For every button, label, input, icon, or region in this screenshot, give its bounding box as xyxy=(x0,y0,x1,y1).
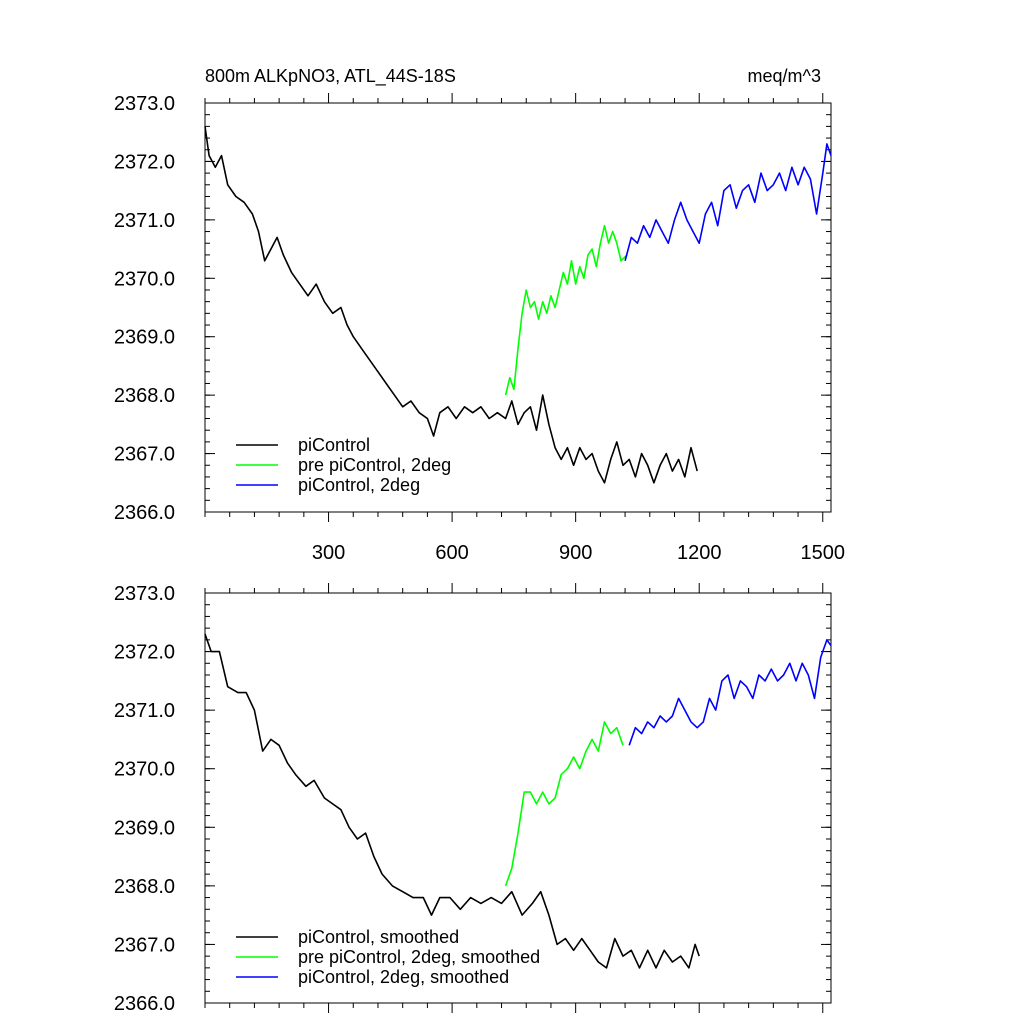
legend-label: piControl, 2deg, smoothed xyxy=(298,967,509,987)
y-tick-label: 2371.0 xyxy=(114,700,175,722)
series-line xyxy=(204,633,700,969)
y-tick-label: 2368.0 xyxy=(114,385,175,407)
plot-frame xyxy=(204,592,832,1004)
y-tick-label: 2368.0 xyxy=(114,876,175,898)
x-tick-label: 300 xyxy=(312,542,345,564)
legend-label: piControl, 2deg xyxy=(298,475,420,495)
x-tick-label: 1500 xyxy=(801,542,846,564)
top-panel: 800m ALKpNO3, ATL_44S-18S meq/m^3 2366.0… xyxy=(114,66,845,564)
y-tick-label: 2370.0 xyxy=(114,268,175,290)
legend-label: piControl, smoothed xyxy=(298,927,459,947)
y-tick-label: 2372.0 xyxy=(114,642,175,664)
series-line xyxy=(204,126,698,484)
x-tick-label: 900 xyxy=(559,542,592,564)
y-tick-label: 2371.0 xyxy=(114,210,175,232)
legend-label: piControl xyxy=(298,435,370,455)
y-tick-label: 2366.0 xyxy=(114,502,175,524)
y-tick-label: 2366.0 xyxy=(114,993,175,1015)
series-line xyxy=(624,143,832,262)
y-tick-label: 2373.0 xyxy=(114,93,175,115)
y-tick-label: 2369.0 xyxy=(114,817,175,839)
legend-label: pre piControl, 2deg xyxy=(298,455,451,475)
bottom-panel: 2366.0 2367.0 2368.0 2369.0 2370.0 2371.0 2372… xyxy=(114,583,832,1015)
y-tick-label: 2369.0 xyxy=(114,327,175,349)
x-tick-label: 600 xyxy=(435,542,468,564)
plot-frame xyxy=(204,102,832,513)
units-label: meq/m^3 xyxy=(748,66,821,86)
legend-label: pre piControl, 2deg, smoothed xyxy=(298,947,540,967)
series-line xyxy=(504,721,624,887)
y-tick-label: 2373.0 xyxy=(114,583,175,605)
y-tick-label: 2367.0 xyxy=(114,444,175,466)
panel-title: 800m ALKpNO3, ATL_44S-18S xyxy=(205,66,456,87)
y-tick-label: 2372.0 xyxy=(114,151,175,173)
series-line xyxy=(628,639,832,746)
y-tick-label: 2370.0 xyxy=(114,759,175,781)
series-line xyxy=(504,224,628,396)
x-tick-label: 1200 xyxy=(677,542,722,564)
y-tick-label: 2367.0 xyxy=(114,934,175,956)
